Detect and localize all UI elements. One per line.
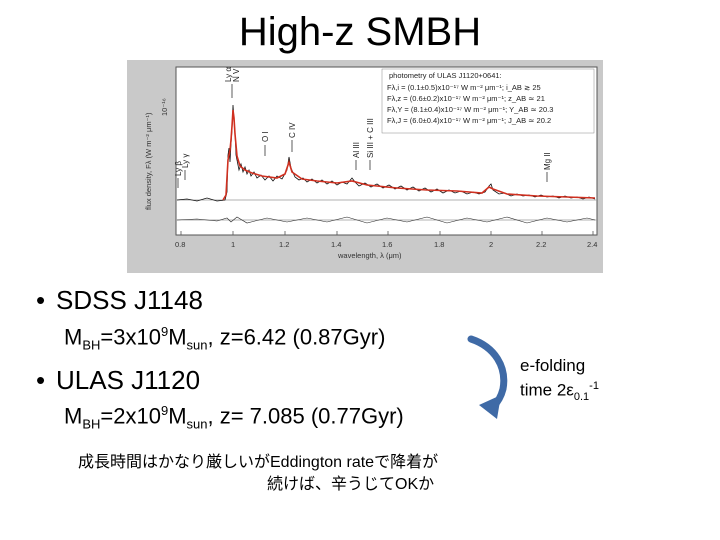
label-oi: O I	[261, 131, 270, 142]
photometry-line-4: Fλ,J = (6.0±0.4)x10⁻¹⁷ W m⁻² μm⁻¹; J_AB …	[387, 116, 551, 125]
label-lyg: Ly γ	[181, 154, 190, 168]
x-tick-6: 2	[489, 240, 493, 249]
photometry-line-3: Fλ,Y = (8.1±0.4)x10⁻¹⁷ W m⁻² μm⁻¹; Y_AB …	[387, 105, 553, 114]
bullet-name: SDSS J1148	[56, 285, 203, 315]
bullet-ulas: • ULAS J1120	[36, 365, 200, 396]
efolding-line-1: e-folding	[520, 356, 586, 375]
x-axis-label: wavelength, λ (μm)	[337, 251, 402, 260]
x-tick-8: 2.4	[587, 240, 597, 249]
label-mgii: Mg II	[543, 152, 552, 170]
spectrum-plot: Ly α N V O I C IV Al III Si III + C III …	[144, 66, 598, 260]
label-nv: N V	[232, 68, 241, 82]
photometry-line-1: Fλ,i = (0.1±0.5)x10⁻¹⁷ W m⁻² μm⁻¹; i_AB …	[387, 83, 541, 92]
residual-line	[176, 216, 596, 224]
curved-arrow-icon	[467, 335, 508, 419]
bullet-name: ULAS J1120	[56, 365, 201, 395]
x-tick-5: 1.8	[434, 240, 444, 249]
x-tick-2: 1.2	[279, 240, 289, 249]
label-lyb: Ly β	[174, 161, 183, 176]
sdss-mass-line: MBH=3x109Msun, z=6.42 (0.87Gyr)	[64, 324, 386, 353]
note-line-2: 続けば、辛うじてOKか	[267, 476, 435, 493]
photometry-header: photometry of ULAS J1120+0641:	[389, 71, 502, 80]
slide-title: High-z SMBH	[238, 10, 482, 54]
ulas-mass-line: MBH=2x109Msun, z= 7.085 (0.77Gyr)	[64, 403, 404, 432]
label-civ: C IV	[288, 122, 297, 138]
y-tick-label: 10⁻¹⁶	[160, 98, 169, 116]
label-lya: Ly α	[224, 67, 233, 82]
label-siiii-ciii: Si III + C III	[366, 118, 375, 158]
photometry-line-2: Fλ,z = (0.6±0.2)x10⁻¹⁷ W m⁻² μm⁻¹; z_AB …	[387, 94, 545, 103]
efolding-line-2: time 2ε0.1-1	[520, 380, 599, 404]
photometry-box	[381, 68, 595, 134]
spectrum-figure: Ly α N V O I C IV Al III Si III + C III …	[127, 60, 603, 273]
x-tick-3: 1.4	[331, 240, 341, 249]
efolding-label: e-folding time 2ε0.1-1	[520, 356, 599, 407]
x-tick-7: 2.2	[536, 240, 546, 249]
bullet-sdss: • SDSS J1148	[36, 285, 203, 316]
bullet-dot: •	[36, 365, 46, 395]
model-fit-line	[222, 109, 596, 201]
x-tick-4: 1.6	[382, 240, 392, 249]
growth-note: 成長時間はかなり厳しいがEddington rateで降着が 続けば、辛うじてO…	[78, 452, 498, 496]
x-tick-1: 1	[231, 240, 235, 249]
label-aliii: Al III	[352, 142, 361, 158]
bullet-dot: •	[36, 285, 46, 315]
x-tick-0: 0.8	[175, 240, 185, 249]
note-line-1: 成長時間はかなり厳しいがEddington rateで降着が	[78, 454, 439, 471]
y-axis-label: flux density, Fλ (W m⁻² μm⁻¹)	[144, 112, 153, 210]
